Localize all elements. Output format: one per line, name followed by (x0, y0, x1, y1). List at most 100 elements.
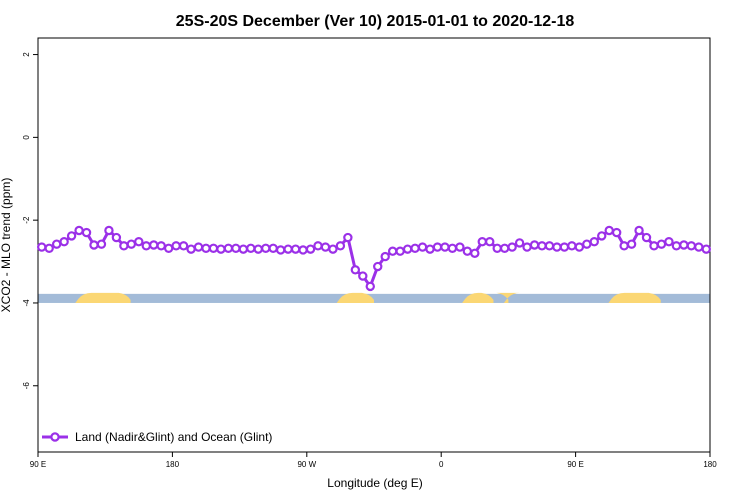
data-point (290, 244, 301, 254)
data-point (492, 243, 502, 254)
data-point (395, 246, 405, 256)
y-tick-label: 0 (22, 135, 31, 140)
data-point (425, 244, 435, 254)
data-point (44, 243, 54, 254)
legend: Land (Nadir&Glint) and Ocean (Glint) (42, 430, 272, 444)
data-point (350, 265, 361, 275)
data-point (149, 240, 159, 250)
data-point (694, 242, 704, 252)
data-point (126, 239, 137, 249)
data-point (111, 232, 122, 243)
data-point (171, 241, 181, 251)
data-point (619, 241, 629, 251)
data-point (275, 245, 286, 255)
data-point (701, 244, 711, 254)
data-point (507, 242, 517, 252)
data-point (656, 239, 667, 249)
legend-marker-sample (50, 432, 60, 442)
data-point (253, 244, 263, 254)
data-point (432, 242, 443, 252)
data-point (604, 225, 614, 236)
data-point (552, 242, 562, 252)
data-point (178, 241, 189, 251)
y-tick-label: -4 (22, 299, 31, 307)
data-point (238, 244, 249, 254)
data-point (440, 242, 450, 252)
data-point (373, 261, 383, 272)
data-point (559, 242, 570, 252)
data-point (574, 242, 585, 252)
data-point (597, 231, 607, 241)
data-point (74, 225, 84, 236)
data-point (119, 241, 129, 251)
data-point (328, 244, 338, 254)
land-segment (462, 292, 494, 303)
x-axis-label: Longitude (deg E) (327, 476, 422, 490)
data-point (611, 227, 622, 238)
data-point (589, 236, 599, 247)
data-point (470, 248, 480, 258)
data-point (417, 242, 428, 252)
data-point (268, 243, 278, 254)
data-point (671, 241, 682, 251)
land-segment (75, 292, 131, 303)
y-axis-label: XCO2 - MLO trend (ppm) (0, 178, 13, 313)
y-tick-label: -6 (22, 382, 31, 390)
data-point (261, 243, 271, 254)
data-point (283, 244, 293, 254)
data-point (582, 239, 592, 249)
data-point (544, 241, 555, 251)
data-point (365, 281, 375, 292)
data-point (447, 243, 458, 254)
data-point (141, 241, 151, 251)
data-point (455, 242, 465, 252)
data-point (477, 236, 487, 247)
data-point (96, 239, 107, 249)
x-tick-label: 180 (166, 460, 180, 469)
data-point (485, 236, 495, 247)
data-point (679, 240, 689, 250)
data-series (37, 225, 711, 292)
ocean-band (38, 293, 710, 303)
data-point (335, 241, 346, 251)
data-point (514, 238, 525, 248)
y-tick-label: -2 (22, 216, 31, 224)
data-point (641, 232, 652, 243)
data-point (81, 227, 92, 238)
data-point (66, 231, 77, 241)
x-axis: 90 E 180 90 W 0 90 E 180 (30, 452, 717, 469)
data-point (134, 236, 144, 247)
data-point (499, 243, 510, 254)
data-point (186, 244, 196, 254)
data-point (156, 241, 166, 251)
data-point (231, 243, 241, 254)
data-point (104, 225, 114, 236)
land-segment (336, 292, 374, 303)
x-tick-label: 0 (439, 460, 444, 469)
data-point (298, 245, 308, 255)
x-tick-label: 90 W (297, 460, 316, 469)
data-point (343, 232, 353, 243)
data-point (664, 236, 674, 247)
data-point (462, 246, 473, 256)
data-point (201, 243, 211, 254)
data-point (522, 242, 532, 252)
data-point (163, 243, 174, 254)
x-tick-label: 90 E (30, 460, 46, 469)
land-segment (496, 292, 520, 303)
data-point (216, 244, 226, 254)
data-point (634, 225, 644, 236)
data-point (305, 244, 316, 254)
x-tick-label: 180 (703, 460, 717, 469)
data-point (649, 241, 659, 251)
land-segment (608, 292, 661, 303)
data-point (402, 244, 413, 254)
land-ocean-mask (38, 292, 710, 303)
data-point (410, 243, 420, 254)
data-point (208, 243, 219, 254)
data-point (387, 246, 398, 256)
data-point (537, 241, 547, 251)
data-point (223, 243, 234, 254)
data-point (246, 243, 256, 254)
legend-label: Land (Nadir&Glint) and Ocean (Glint) (75, 430, 272, 444)
